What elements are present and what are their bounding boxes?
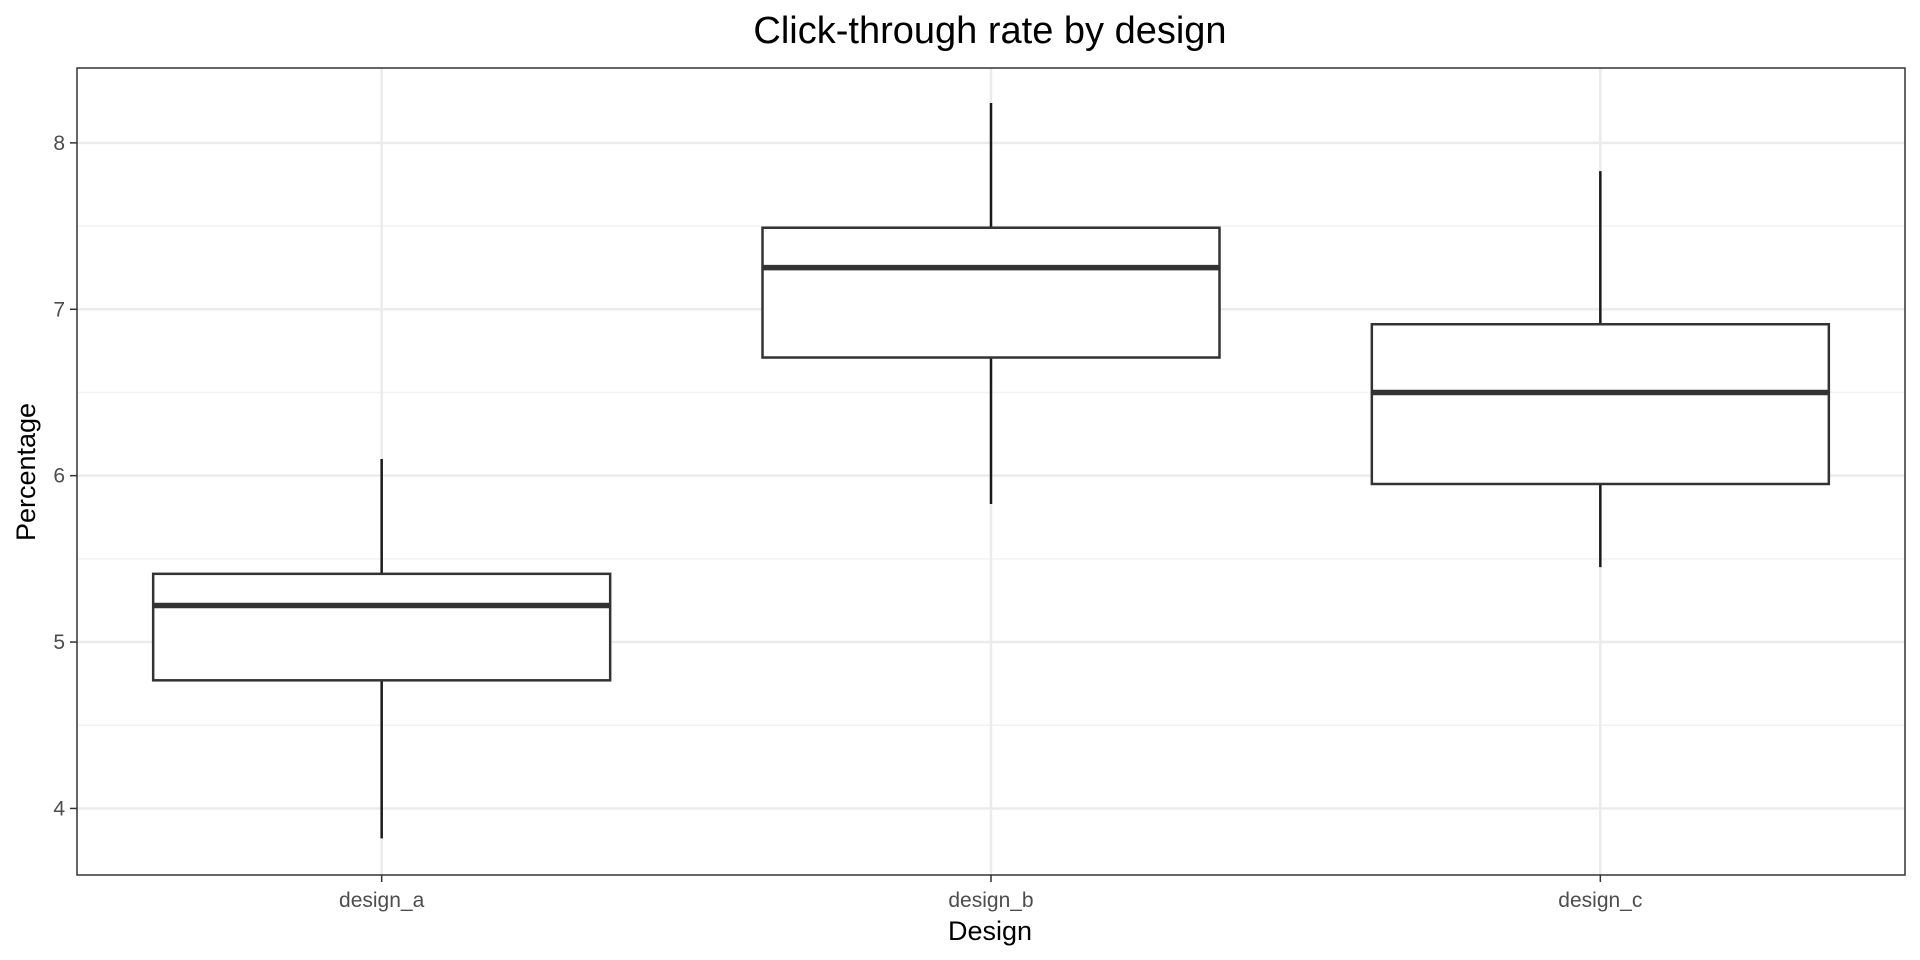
axis-layer: 4 5 6 7 8 design_a design_b design_c: [53, 132, 1642, 912]
x-axis-title: Design: [948, 916, 1032, 946]
y-tick-label: 8: [53, 132, 65, 155]
y-tick-label: 6: [53, 465, 65, 488]
y-tick-label: 4: [53, 797, 65, 820]
box-design_c: [1370, 171, 1831, 568]
box-iqr: [1370, 322, 1831, 486]
box-layer: [151, 102, 1831, 839]
x-tick-label: design_b: [948, 889, 1033, 912]
box-design_b: [761, 102, 1221, 504]
box-iqr: [761, 226, 1221, 359]
x-tick-label: design_a: [339, 889, 425, 912]
x-tick-label: design_c: [1558, 889, 1642, 912]
box-design_a: [151, 459, 612, 839]
chart-title: Click-through rate by design: [753, 10, 1226, 52]
y-tick-label: 7: [53, 298, 65, 321]
y-tick-label: 5: [53, 631, 65, 654]
y-axis-title: Percentage: [11, 403, 41, 541]
box-iqr: [151, 572, 612, 682]
